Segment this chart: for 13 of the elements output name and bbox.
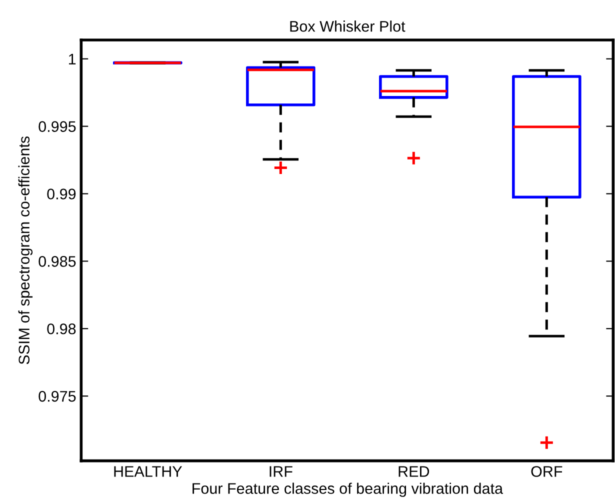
x-tick-label: RED	[398, 466, 430, 477]
x-tick-label: HEALTHY	[114, 466, 182, 477]
y-tick-label: 0.995	[38, 121, 76, 132]
y-axis-title: SSIM of spectrogram co-efficients	[18, 136, 33, 364]
y-tick-label: 1	[68, 54, 76, 64]
x-tick-label: ORF	[531, 466, 562, 477]
x-tick-label: IRF	[270, 466, 292, 477]
y-tick-label: 0.985	[38, 256, 76, 267]
y-tick-label: 0.99	[47, 188, 76, 200]
y-tick-label: 0.975	[38, 390, 76, 402]
y-tick-label: 0.98	[47, 323, 76, 334]
x-axis-title: Four Feature classes of bearing vibration data	[192, 482, 504, 497]
chart-title: Box Whisker Plot	[290, 20, 406, 32]
